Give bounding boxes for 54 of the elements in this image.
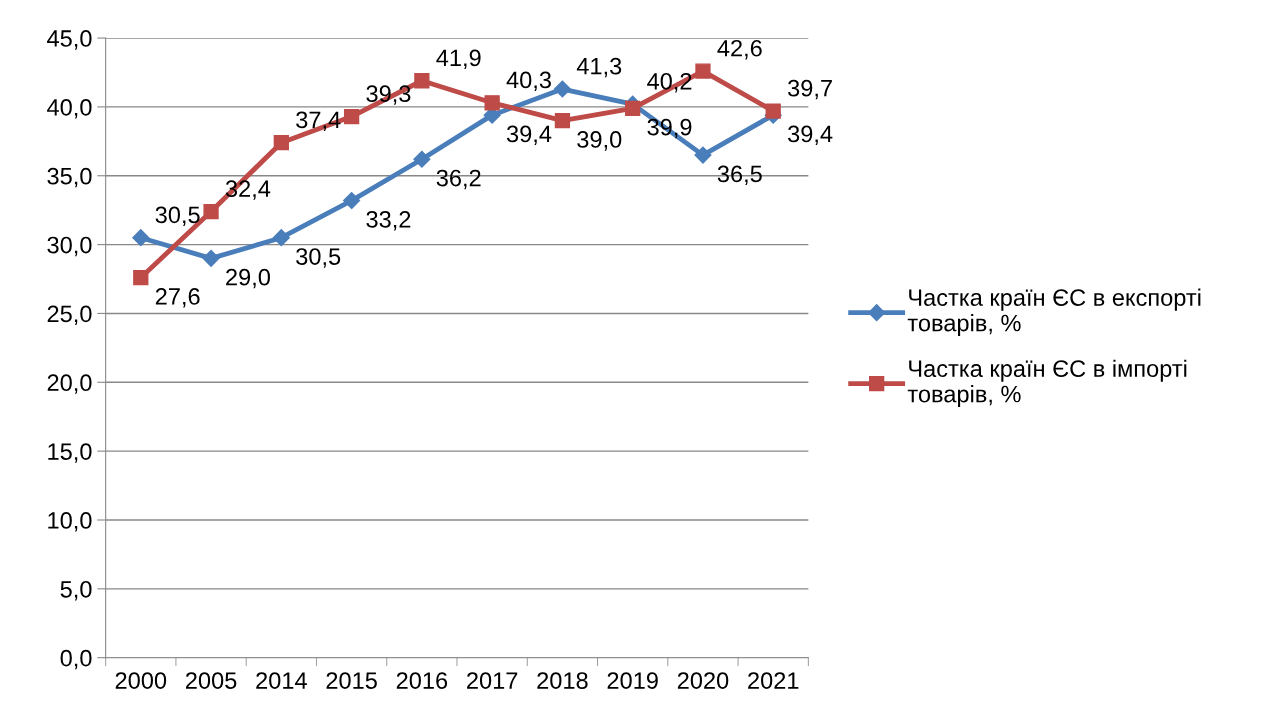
- point: [343, 191, 361, 210]
- point: [272, 229, 290, 247]
- point: [203, 203, 219, 220]
- x-tick-label: 2000: [115, 672, 167, 689]
- y-tick-label: 0,0: [60, 649, 92, 670]
- y-tick-label: 45,0: [47, 30, 92, 50]
- point: [413, 150, 431, 168]
- x-tick-label: 2014: [256, 672, 307, 689]
- y-tick-label: 20,0: [47, 374, 92, 394]
- data-label: 29,0: [226, 268, 270, 289]
- data-label: 42,6: [717, 39, 762, 60]
- x-tick-label: 2017: [467, 672, 518, 689]
- data-label: 40,3: [506, 71, 551, 92]
- data-label: 41,9: [436, 49, 481, 70]
- data-label: 30,5: [296, 248, 341, 268]
- point: [133, 270, 149, 286]
- x-tick-label: 2020: [677, 672, 729, 689]
- point: [484, 95, 500, 111]
- point: [694, 146, 712, 164]
- data-label: 36,2: [436, 169, 481, 190]
- y-tick-label: 35,0: [47, 167, 92, 188]
- point: [132, 229, 150, 247]
- data-label: 39,7: [788, 79, 832, 100]
- y-tick-label: 10,0: [48, 512, 92, 532]
- x-tick-label: 2018: [537, 672, 588, 689]
- data-label: 39,4: [788, 125, 833, 146]
- data-label: 30,5: [155, 206, 200, 227]
- point: [765, 103, 781, 119]
- y-tick-label: 15,0: [48, 443, 92, 463]
- point: [625, 100, 641, 116]
- data-label: 41,3: [576, 57, 622, 78]
- x-tick-label: 2019: [607, 672, 658, 689]
- y-tick-label: 5,0: [60, 580, 92, 601]
- data-label: 33,2: [366, 210, 411, 231]
- point: [414, 73, 430, 89]
- y-tick-label: 25,0: [47, 305, 92, 326]
- point: [695, 63, 711, 79]
- point: [273, 135, 289, 151]
- legend-label: Частка країн ЄС в експорті товарів, %: [907, 288, 1201, 337]
- point: [554, 113, 571, 129]
- legend-label: Частка країн ЄС в імпорті товарів, %: [907, 359, 1187, 408]
- point: [202, 249, 220, 267]
- y-tick-label: 30,0: [47, 236, 92, 257]
- data-label: 39,0: [577, 131, 622, 151]
- y-tick-label: 40,0: [47, 98, 92, 119]
- data-label: 27,6: [155, 288, 200, 308]
- x-tick-label: 2015: [326, 672, 377, 689]
- data-label: 36,5: [717, 165, 762, 186]
- x-tick-label: 2016: [396, 672, 448, 689]
- data-label: 39,4: [506, 125, 552, 146]
- point: [553, 80, 571, 98]
- point: [343, 108, 360, 125]
- x-tick-label: 2005: [185, 672, 237, 689]
- x-tick-label: 2021: [748, 672, 799, 689]
